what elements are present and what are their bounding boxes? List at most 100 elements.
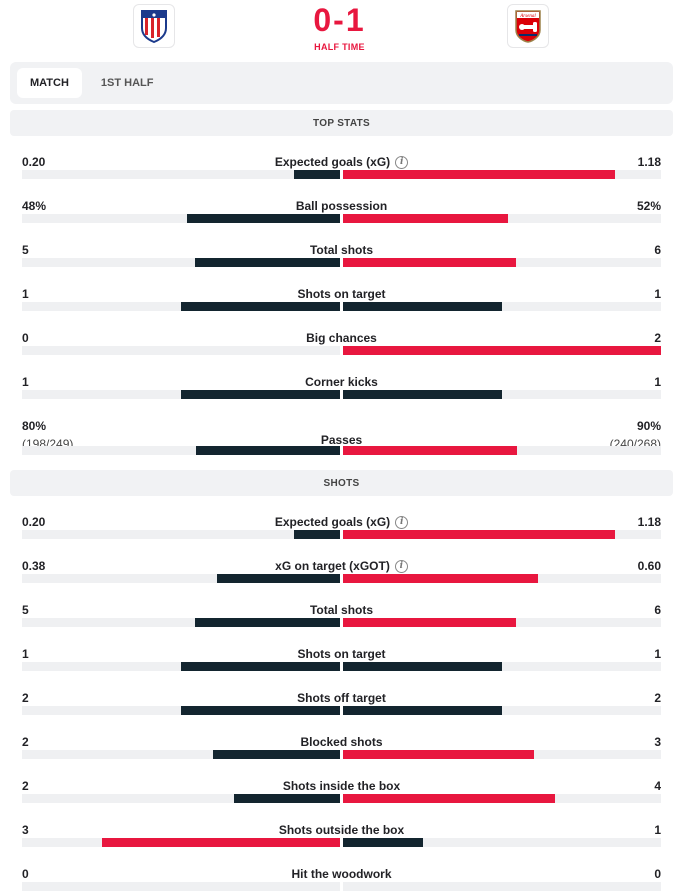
home-stat-value: 48% (22, 199, 46, 213)
stat-name-text: Total shots (309, 243, 374, 257)
away-bar-track (343, 170, 661, 179)
stat-row-passes: 80% (198/249) Passes 90% (240/268) (22, 412, 661, 462)
home-stat-text: 1 (22, 287, 29, 301)
away-bar-track (343, 446, 661, 455)
home-stat-value: 0.20 (22, 515, 45, 529)
home-stat-text: 5 (22, 243, 29, 257)
stat-name-text: Shots on target (297, 647, 386, 661)
info-icon[interactable]: i (395, 155, 409, 169)
away-stat-text: 52% (636, 199, 661, 213)
home-stat-text: 0.20 (22, 515, 46, 529)
away-stat-value: 1.18 (638, 155, 661, 169)
stat-name-text: Ball possession (295, 199, 388, 213)
match-score: 0-1 (313, 2, 366, 38)
home-bar-fill (195, 258, 340, 267)
info-icon[interactable]: i (395, 515, 409, 529)
away-bar-track (343, 302, 661, 311)
away-stat-value: 6 (654, 603, 661, 617)
away-bar-fill (343, 390, 502, 399)
home-stat-value: 0.20 (22, 155, 45, 169)
away-bar-track (343, 706, 661, 715)
home-bar-fill (293, 170, 340, 179)
home-bar-fill (187, 214, 340, 223)
away-bar-track (343, 258, 661, 267)
away-stat-text: 4 (654, 779, 661, 793)
stat-name: Shots inside the box (22, 779, 661, 793)
stat-name: Shots outside the box (22, 823, 661, 837)
stat-name: Blocked shots (22, 735, 661, 749)
stat-row-expected-goals-xg: 0.20 Expected goals (xG) i 1.18 (22, 148, 661, 192)
away-bar-fill (343, 258, 517, 267)
home-bar-track (22, 302, 340, 311)
stat-name-text: Total shots (309, 603, 374, 617)
home-stat-value: 1 (22, 647, 29, 661)
home-stat-value: 5 (22, 603, 29, 617)
home-stat-text: 3 (22, 823, 29, 837)
stat-name: Shots off target (22, 691, 661, 705)
match-status: HALF TIME (314, 42, 365, 52)
stat-name-text: Expected goals (xG) (274, 515, 391, 529)
tab-match[interactable]: MATCH (17, 68, 82, 98)
away-team-crest[interactable]: Arsenal (507, 4, 549, 48)
away-bar-track (343, 574, 661, 583)
stat-name: Ball possession (22, 199, 661, 213)
away-bar-track (343, 838, 661, 847)
stat-name-text: xG on target (xGOT) (275, 559, 390, 573)
home-team-crest[interactable] (133, 4, 175, 48)
stat-name: Total shots (22, 603, 661, 617)
away-stat-text: 0.60 (637, 559, 661, 573)
home-bar-fill (195, 618, 340, 627)
home-bar-track (22, 882, 340, 891)
away-bar-track (343, 530, 661, 539)
home-bar-fill (181, 662, 340, 671)
stats-sections: TOP STATS 0.20 Expected goals (xG) i 1.18 48%… (0, 110, 679, 895)
home-bar-track (22, 346, 340, 355)
home-bar-track (22, 530, 340, 539)
home-stat-value: 2 (22, 779, 29, 793)
home-stat-value: 2 (22, 691, 29, 705)
home-bar-track (22, 574, 340, 583)
home-stat-text: 0.38 (22, 559, 46, 573)
stat-name: Shots on target (22, 287, 661, 301)
stat-name-text: Big chances (306, 331, 377, 345)
away-stat-value: 6 (654, 243, 661, 257)
away-stat-value: 1.18 (638, 515, 661, 529)
away-bar-fill (343, 794, 555, 803)
stat-row-shots-on-target: 1 Shots on target 1 (22, 280, 661, 324)
away-stat-value: 52% (637, 199, 661, 213)
stat-name: Shots on target (22, 647, 661, 661)
away-bar-fill (343, 662, 502, 671)
arsenal-crest-text: Arsenal (519, 14, 536, 19)
home-stat-text: 2 (22, 735, 29, 749)
away-bar-fill (343, 214, 509, 223)
away-bar-fill (343, 750, 534, 759)
info-icon[interactable]: i (394, 559, 408, 573)
away-bar-fill (343, 530, 615, 539)
home-bar-fill (212, 750, 340, 759)
away-stat-value: 1 (654, 647, 661, 661)
home-bar-track (22, 750, 340, 759)
stat-name-text: Blocked shots (300, 735, 383, 749)
stat-name: Hit the woodwork (22, 867, 661, 881)
home-stat-value: 0 (22, 867, 29, 881)
away-stat-text: 90% (636, 419, 661, 433)
away-bar-track (343, 794, 661, 803)
home-bar-track (22, 838, 340, 847)
away-stat-value: 3 (654, 735, 661, 749)
away-stat-text: 2 (654, 691, 661, 705)
away-bar-track (343, 346, 661, 355)
stat-name: Passes (22, 433, 661, 447)
home-stat-text: 80% (22, 419, 47, 433)
home-bar-fill (101, 838, 340, 847)
away-stat-text: 2 (654, 331, 661, 345)
home-bar-track (22, 446, 340, 455)
home-bar-track (22, 258, 340, 267)
home-bar-track (22, 794, 340, 803)
stat-name: Big chances (22, 331, 661, 345)
home-stat-value: 0 (22, 331, 29, 345)
home-bar-track (22, 706, 340, 715)
away-stat-value: 2 (654, 331, 661, 345)
stat-name: xG on target (xGOT) i (22, 559, 661, 573)
home-stat-value: 1 (22, 287, 29, 301)
tab-1st-half[interactable]: 1ST HALF (100, 77, 154, 89)
